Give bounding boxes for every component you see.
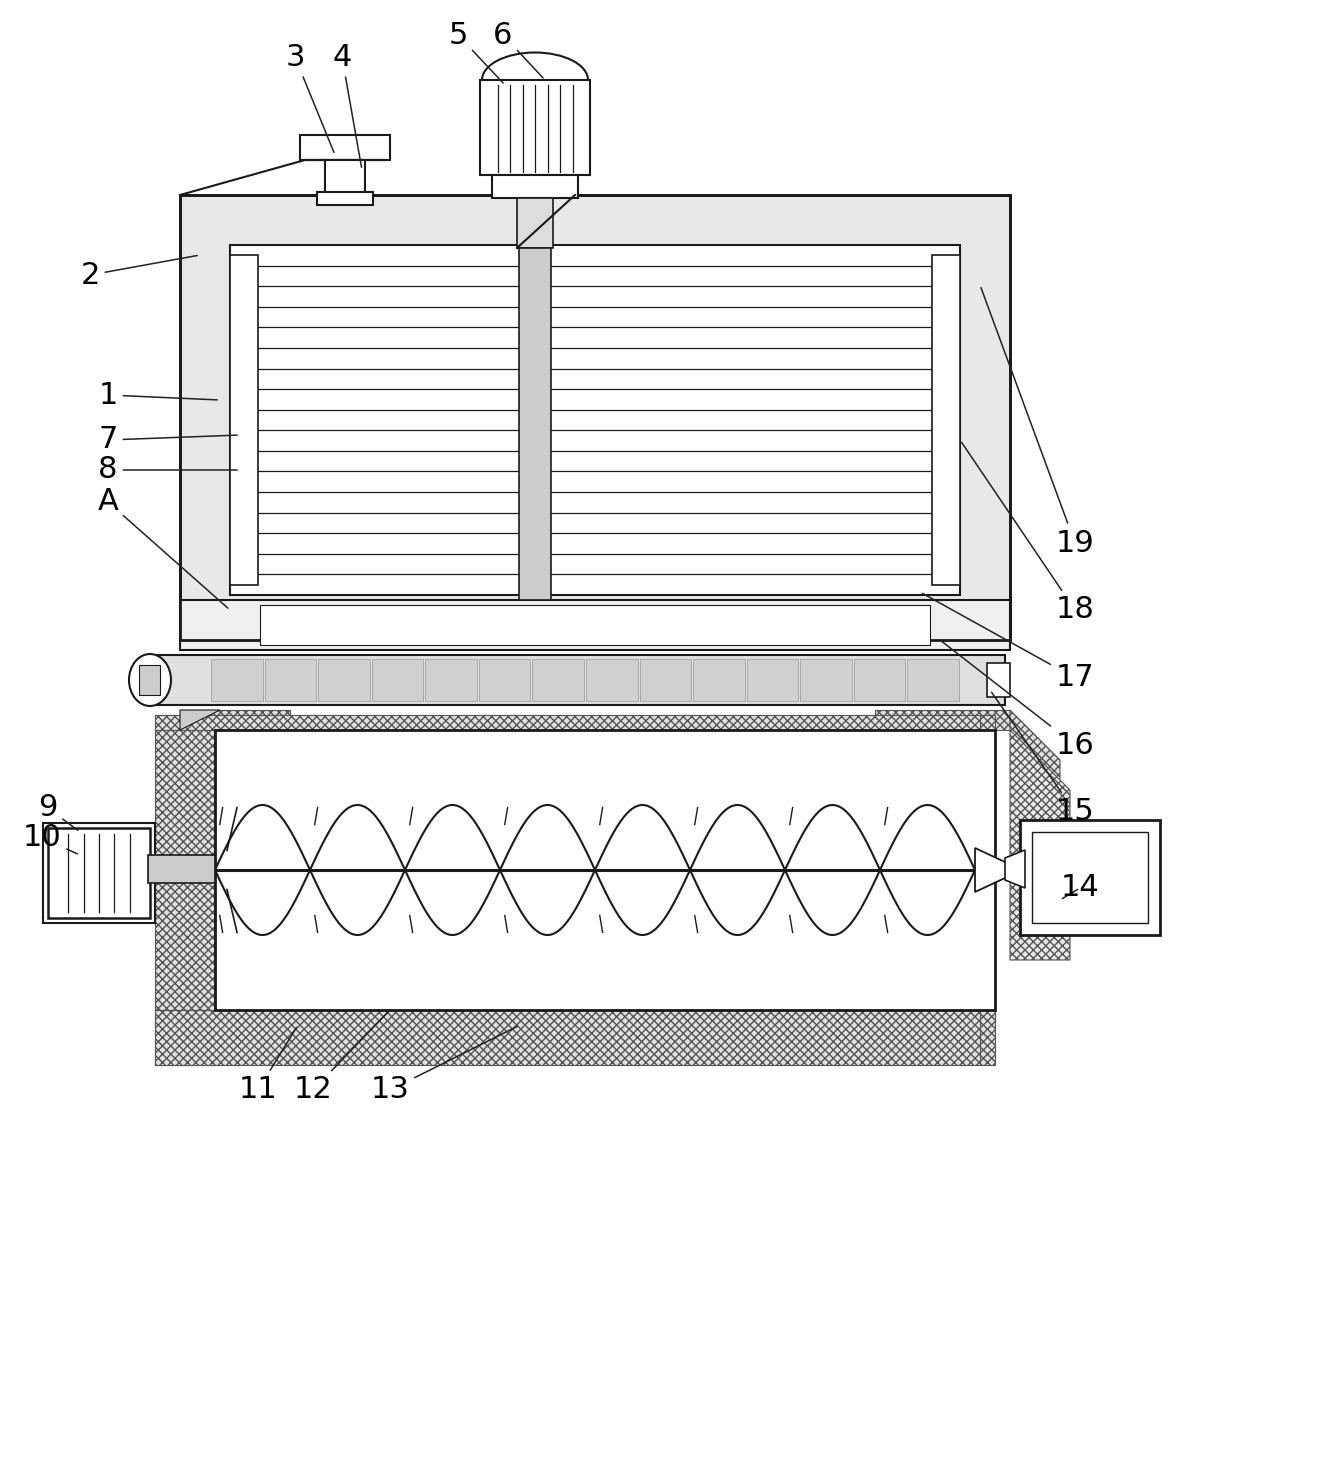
- Text: A: A: [97, 488, 227, 608]
- Bar: [300, 136, 389, 160]
- Polygon shape: [155, 715, 215, 1065]
- Bar: [425, 659, 477, 701]
- Polygon shape: [179, 710, 221, 730]
- Text: 7: 7: [98, 425, 237, 455]
- Bar: [140, 664, 159, 695]
- Polygon shape: [979, 715, 995, 1065]
- Polygon shape: [155, 715, 979, 730]
- Bar: [230, 255, 258, 586]
- Text: 14: 14: [1061, 874, 1099, 902]
- Bar: [264, 659, 316, 701]
- Bar: [318, 659, 369, 701]
- Text: 6: 6: [493, 20, 544, 79]
- Polygon shape: [874, 710, 1010, 730]
- Polygon shape: [1010, 730, 1070, 960]
- Bar: [533, 659, 583, 701]
- Bar: [478, 659, 530, 701]
- Bar: [215, 730, 995, 1010]
- Bar: [48, 828, 150, 918]
- Bar: [230, 245, 960, 594]
- Bar: [179, 600, 1010, 650]
- Bar: [179, 195, 1010, 640]
- Text: 2: 2: [80, 255, 197, 290]
- Text: 13: 13: [371, 1026, 517, 1104]
- Text: 19: 19: [981, 287, 1094, 558]
- Polygon shape: [179, 710, 290, 730]
- Bar: [747, 659, 799, 701]
- Text: 11: 11: [239, 1027, 296, 1104]
- Bar: [480, 80, 590, 175]
- Bar: [155, 656, 1005, 705]
- Bar: [492, 175, 578, 198]
- Bar: [148, 855, 215, 883]
- Polygon shape: [1010, 710, 1061, 800]
- Text: 1: 1: [98, 380, 217, 409]
- Bar: [932, 255, 960, 586]
- Bar: [211, 659, 263, 701]
- Text: 5: 5: [448, 20, 504, 83]
- Bar: [372, 659, 423, 701]
- Text: 3: 3: [286, 42, 334, 153]
- Text: 17: 17: [922, 593, 1094, 692]
- Polygon shape: [155, 1010, 979, 1065]
- Bar: [694, 659, 744, 701]
- Bar: [853, 659, 905, 701]
- Bar: [800, 659, 852, 701]
- Bar: [326, 160, 365, 200]
- Bar: [179, 195, 1010, 640]
- Bar: [520, 248, 552, 600]
- Polygon shape: [1005, 849, 1025, 887]
- Bar: [987, 663, 1010, 696]
- Text: 9: 9: [39, 794, 78, 830]
- Bar: [1033, 832, 1148, 922]
- Bar: [318, 192, 373, 205]
- Text: 4: 4: [332, 42, 361, 168]
- Bar: [586, 659, 638, 701]
- Text: 10: 10: [23, 823, 77, 854]
- Ellipse shape: [129, 654, 171, 707]
- Bar: [260, 605, 930, 645]
- Text: 16: 16: [942, 641, 1094, 759]
- Bar: [908, 659, 960, 701]
- Bar: [517, 198, 553, 248]
- Bar: [43, 823, 155, 922]
- Text: 12: 12: [294, 1013, 388, 1104]
- Text: 8: 8: [98, 456, 237, 485]
- Bar: [639, 659, 691, 701]
- Text: 18: 18: [962, 443, 1095, 625]
- Text: 15: 15: [991, 692, 1094, 826]
- Bar: [1019, 820, 1160, 935]
- Polygon shape: [975, 848, 1013, 892]
